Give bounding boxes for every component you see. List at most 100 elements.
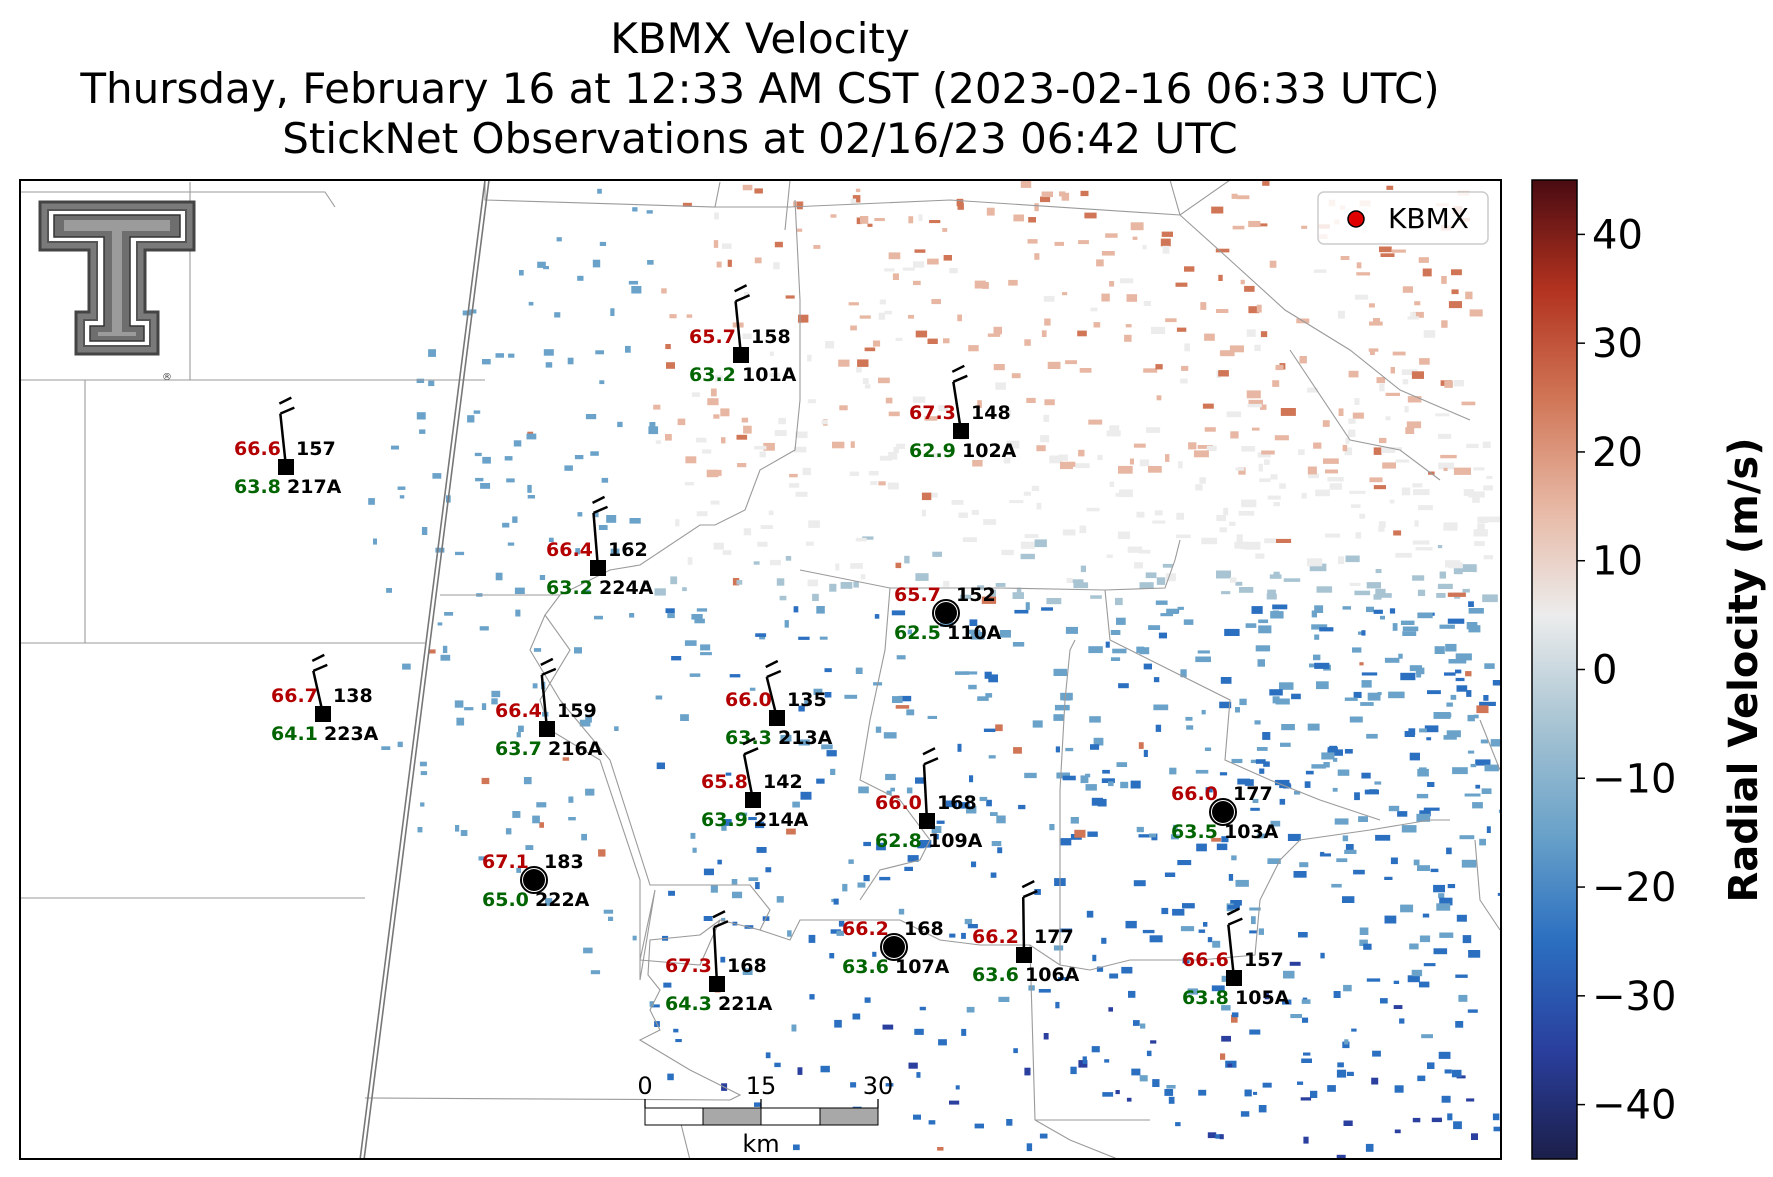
station-temperature: 66.6 bbox=[1182, 949, 1229, 971]
colorbar-tick: 20 bbox=[1592, 430, 1643, 476]
station-216A[interactable]: 66.4 159 63.7 216A bbox=[495, 657, 603, 760]
station-temperature: 67.1 bbox=[482, 851, 529, 873]
station-id: 213A bbox=[778, 727, 833, 749]
map-title: KBMX Velocity bbox=[610, 14, 910, 63]
station-temperature: 66.0 bbox=[875, 792, 922, 814]
scale-bar: 0 15 30 km bbox=[637, 1072, 893, 1158]
station-dewpoint: 63.6 bbox=[972, 964, 1019, 986]
scale-tick-15: 15 bbox=[746, 1072, 777, 1100]
station-id: 110A bbox=[947, 622, 1002, 644]
station-wind-direction: 135 bbox=[787, 689, 827, 711]
kbmx-marker-icon bbox=[1347, 210, 1365, 228]
colorbar-tick: 40 bbox=[1592, 212, 1643, 258]
colorbar-tick: 30 bbox=[1592, 321, 1643, 367]
station-dewpoint: 63.6 bbox=[842, 956, 889, 978]
station-wind-direction: 177 bbox=[1034, 926, 1074, 948]
station-wind-direction: 168 bbox=[904, 918, 944, 940]
station-102A[interactable]: 67.3 148 62.9 102A bbox=[909, 364, 1017, 462]
station-id: 216A bbox=[548, 738, 603, 760]
station-223A[interactable]: 66.7 138 64.1 223A bbox=[271, 653, 379, 745]
station-dewpoint: 64.1 bbox=[271, 723, 318, 745]
station-dewpoint: 62.9 bbox=[909, 440, 956, 462]
station-temperature: 66.0 bbox=[1171, 783, 1218, 805]
station-temperature: 66.2 bbox=[842, 918, 889, 940]
station-temperature: 65.7 bbox=[689, 326, 736, 348]
station-217A[interactable]: 66.6 157 63.8 217A bbox=[234, 396, 342, 498]
sticknet-stations: 65.7 158 63.2 101A 67.3 148 62.9 102A 66.6 157 63.… bbox=[234, 284, 1290, 1015]
station-temperature: 65.7 bbox=[894, 584, 941, 606]
station-id: 109A bbox=[928, 830, 983, 852]
station-wind-direction: 177 bbox=[1233, 783, 1273, 805]
station-wind-direction: 162 bbox=[608, 539, 648, 561]
station-221A[interactable]: 67.3 168 64.3 221A bbox=[665, 910, 773, 1015]
station-214A[interactable]: 65.8 142 63.9 214A bbox=[701, 737, 809, 831]
station-temperature: 66.6 bbox=[234, 438, 281, 460]
station-id: 103A bbox=[1224, 821, 1279, 843]
station-dewpoint: 63.2 bbox=[546, 577, 593, 599]
station-dewpoint: 63.8 bbox=[1182, 987, 1229, 1009]
station-dewpoint: 64.3 bbox=[665, 993, 712, 1015]
station-temperature: 66.2 bbox=[972, 926, 1019, 948]
station-dewpoint: 63.5 bbox=[1171, 821, 1218, 843]
legend[interactable]: KBMX bbox=[1317, 191, 1489, 245]
scale-tick-0: 0 bbox=[637, 1072, 652, 1100]
station-wind-direction: 148 bbox=[971, 402, 1011, 424]
double-t-logo: ® bbox=[38, 200, 196, 383]
station-wind-direction: 142 bbox=[763, 771, 803, 793]
station-dewpoint: 65.0 bbox=[482, 889, 529, 911]
observation-time: StickNet Observations at 02/16/23 06:42 … bbox=[282, 114, 1238, 163]
station-wind-direction: 159 bbox=[557, 700, 597, 722]
station-id: 107A bbox=[895, 956, 950, 978]
station-dewpoint: 62.5 bbox=[894, 622, 941, 644]
station-dewpoint: 63.9 bbox=[701, 809, 748, 831]
station-222A[interactable]: 67.1 183 65.0 222A bbox=[482, 851, 590, 911]
colorbar-tick: 0 bbox=[1592, 648, 1617, 694]
station-wind-direction: 183 bbox=[544, 851, 584, 873]
station-101A[interactable]: 65.7 158 63.2 101A bbox=[689, 284, 797, 386]
colorbar-tick: −10 bbox=[1592, 756, 1676, 802]
station-105A[interactable]: 66.6 157 63.8 105A bbox=[1182, 907, 1290, 1009]
scale-tick-30: 30 bbox=[863, 1072, 894, 1100]
station-106A[interactable]: 66.2 177 63.6 106A bbox=[972, 879, 1080, 986]
station-temperature: 65.8 bbox=[701, 771, 748, 793]
map-area[interactable] bbox=[20, 180, 1501, 1159]
station-109A[interactable]: 66.0 168 62.8 109A bbox=[875, 747, 983, 852]
map-frame bbox=[19, 179, 1502, 1160]
scale-unit: km bbox=[742, 1130, 779, 1158]
station-dewpoint: 63.3 bbox=[725, 727, 772, 749]
station-103A[interactable]: 66.0 177 63.5 103A bbox=[1171, 783, 1279, 843]
station-id: 214A bbox=[754, 809, 809, 831]
station-id: 105A bbox=[1235, 987, 1290, 1009]
radar-velocity-layer bbox=[368, 180, 1501, 1159]
station-wind-direction: 158 bbox=[751, 326, 791, 348]
colorbar-gradient bbox=[1531, 179, 1578, 1160]
station-wind-direction: 157 bbox=[296, 438, 336, 460]
colorbar-tick: −40 bbox=[1592, 1083, 1676, 1129]
station-dewpoint: 63.2 bbox=[689, 364, 736, 386]
legend-label: KBMX bbox=[1388, 202, 1469, 235]
station-id: 221A bbox=[718, 993, 773, 1015]
station-224A[interactable]: 66.4 162 63.2 224A bbox=[546, 495, 654, 599]
station-213A[interactable]: 66.0 135 63.3 213A bbox=[725, 659, 833, 749]
colorbar-tick: 10 bbox=[1592, 539, 1643, 585]
station-wind-direction: 168 bbox=[727, 955, 767, 977]
station-temperature: 66.0 bbox=[725, 689, 772, 711]
station-id: 222A bbox=[535, 889, 590, 911]
colorbar-tick: −30 bbox=[1592, 974, 1676, 1020]
state-boundary bbox=[359, 180, 490, 1159]
station-id: 224A bbox=[599, 577, 654, 599]
station-110A[interactable]: 65.7 152 62.5 110A bbox=[894, 584, 1002, 644]
colorbar: 40 30 20 10 0 −10 −20 −30 −40 Radial Velocity (m… bbox=[1531, 179, 1767, 1160]
station-temperature: 66.7 bbox=[271, 685, 318, 707]
colorbar-tick: −20 bbox=[1592, 865, 1676, 911]
station-id: 217A bbox=[287, 476, 342, 498]
station-107A[interactable]: 66.2 168 63.6 107A bbox=[842, 918, 950, 978]
station-dewpoint: 63.8 bbox=[234, 476, 281, 498]
station-temperature: 66.4 bbox=[546, 539, 593, 561]
station-id: 101A bbox=[742, 364, 797, 386]
station-dewpoint: 62.8 bbox=[875, 830, 922, 852]
station-id: 223A bbox=[324, 723, 379, 745]
station-wind-direction: 168 bbox=[937, 792, 977, 814]
station-wind-direction: 138 bbox=[333, 685, 373, 707]
